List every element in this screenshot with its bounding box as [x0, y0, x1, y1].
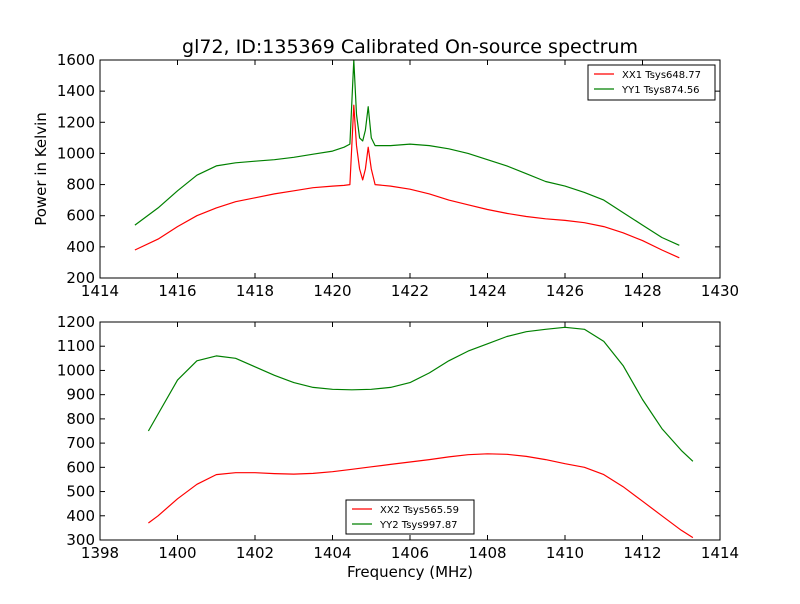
top-chart: gl72, ID:135369 Calibrated On-source spe… [32, 36, 739, 300]
x-tick-label: 1424 [468, 282, 506, 300]
top-series-line-1 [134, 59, 680, 246]
top-chart-lines [134, 59, 680, 259]
legend-label-xx2: XX2 Tsys565.59 [380, 505, 459, 516]
x-tick-label: 1408 [468, 544, 506, 562]
x-tick-label: 1422 [391, 282, 429, 300]
x-tick-label: 1414 [81, 282, 119, 300]
legend-label-yy1: YY1 Tsys874.56 [621, 85, 700, 96]
legend-box [587, 64, 716, 101]
bottom-legend: XX2 Tsys565.59 YY2 Tsys997.87 [345, 499, 475, 535]
y-tick-label: 600 [66, 458, 95, 476]
legend-label-xx1: XX1 Tsys648.77 [622, 70, 701, 81]
top-plot-frame [99, 59, 721, 279]
x-tick-label: 1404 [313, 544, 351, 562]
y-tick-label: 400 [66, 507, 95, 525]
x-tick-label: 1414 [701, 544, 739, 562]
bottom-series-line-1 [147, 326, 694, 462]
bottom-chart-ticks: 1398 1400 1402 1404 1406 1408 1410 1412 1414 300 4… [57, 313, 739, 562]
x-tick-label: 1410 [546, 544, 584, 562]
y-tick-label: 1200 [57, 113, 95, 131]
bottom-chart-lines [147, 326, 694, 539]
y-tick-label: 1100 [57, 337, 95, 355]
x-tick-label: 1418 [236, 282, 274, 300]
x-tick-label: 1430 [701, 282, 739, 300]
y-tick-label: 800 [66, 410, 95, 428]
legend-label-yy2: YY2 Tsys997.87 [379, 520, 458, 531]
y-tick-label: 1400 [57, 82, 95, 100]
y-tick-label: 300 [66, 531, 95, 549]
y-tick-label: 1200 [57, 313, 95, 331]
y-tick-label: 800 [66, 176, 95, 194]
x-tick-label: 1402 [236, 544, 274, 562]
bottom-chart: 1398 1400 1402 1404 1406 1408 1410 1412 1414 300 4… [57, 313, 739, 581]
x-tick-label: 1406 [391, 544, 429, 562]
x-tick-label: 1398 [81, 544, 119, 562]
x-tick-label: 1426 [546, 282, 584, 300]
top-chart-ticks: 1414 1416 1418 1420 1422 1424 1426 1428 1430 200 4… [57, 51, 739, 300]
chart-title: gl72, ID:135369 Calibrated On-source spe… [182, 36, 638, 58]
top-series-line-0 [134, 104, 680, 259]
y-tick-label: 900 [66, 386, 95, 404]
x-axis-label: Frequency (MHz) [347, 563, 473, 581]
y-tick-label: 200 [66, 269, 95, 287]
x-tick-label: 1420 [313, 282, 351, 300]
y-tick-label: 400 [66, 238, 95, 256]
x-tick-label: 1412 [623, 544, 661, 562]
bottom-series-line-0 [148, 453, 694, 539]
x-tick-label: 1416 [158, 282, 196, 300]
y-tick-label: 1000 [57, 361, 95, 379]
y-tick-label: 1600 [57, 51, 95, 69]
y-tick-label: 500 [66, 483, 95, 501]
y-tick-label: 700 [66, 434, 95, 452]
bottom-plot-frame [99, 321, 721, 541]
x-tick-label: 1400 [158, 544, 196, 562]
top-legend: XX1 Tsys648.77 YY1 Tsys874.56 [587, 64, 716, 101]
y-tick-label: 600 [66, 207, 95, 225]
y-tick-label: 1000 [57, 144, 95, 162]
y-axis-label: Power in Kelvin [32, 112, 50, 226]
x-tick-label: 1428 [623, 282, 661, 300]
legend-box [345, 499, 475, 535]
